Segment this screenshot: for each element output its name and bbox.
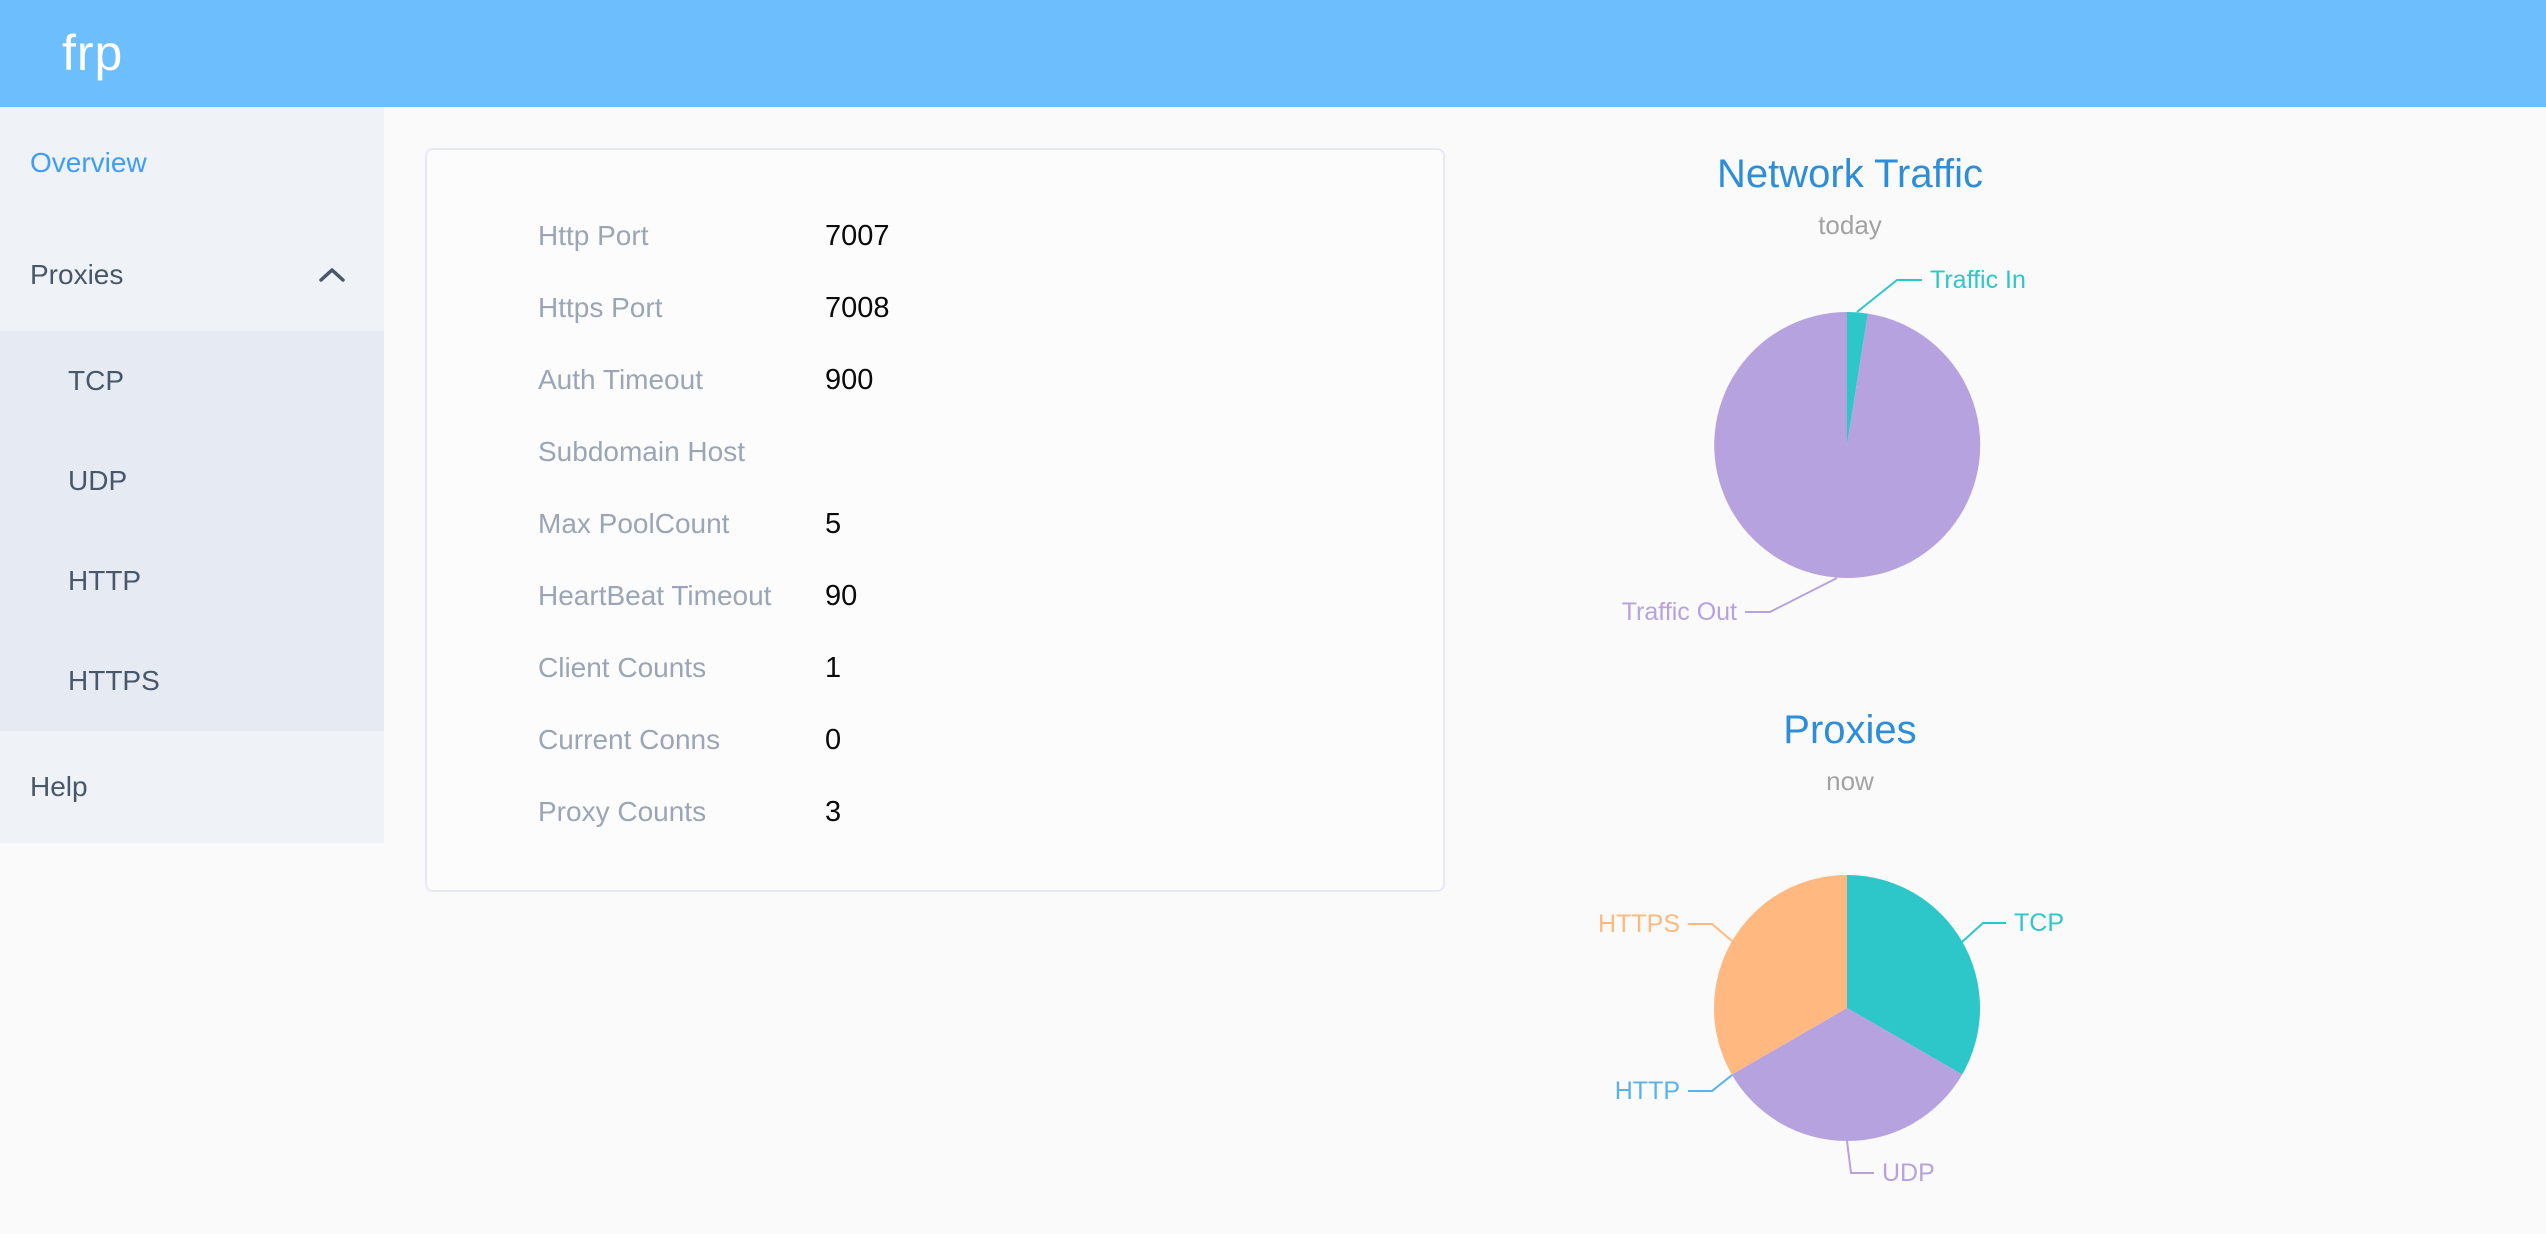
pie-slice-https[interactable] bbox=[1713, 875, 1847, 1075]
server-info-label: Max PoolCount bbox=[538, 508, 730, 539]
sidebar-item-help[interactable]: Help bbox=[0, 731, 384, 843]
pie-label-line-traffic-in bbox=[1856, 279, 1922, 313]
server-info-row-http-port: Http Port 7007 bbox=[427, 200, 1443, 272]
sidebar-item-https[interactable]: HTTPS bbox=[0, 631, 384, 731]
sidebar-submenu-proxies: TCP UDP HTTP HTTPS bbox=[0, 331, 384, 731]
server-info-label: Https Port bbox=[538, 292, 663, 323]
pie-label-line-udp bbox=[1846, 1140, 1874, 1174]
server-info-row-https-port: Https Port 7008 bbox=[427, 272, 1443, 344]
pie-label-line-http bbox=[1688, 1074, 1733, 1092]
sidebar-item-label: Overview bbox=[30, 147, 147, 178]
server-info-row-subdomain-host: Subdomain Host bbox=[427, 416, 1443, 488]
app-logo: frp bbox=[62, 25, 124, 81]
pie-label-line-https bbox=[1688, 923, 1733, 942]
network-traffic-chart-title: Network Traffic bbox=[1717, 152, 1983, 196]
server-info-label: Proxy Counts bbox=[538, 796, 707, 827]
pie-slice-traffic-in[interactable] bbox=[1847, 311, 1868, 445]
sidebar-item-label: Proxies bbox=[30, 259, 124, 290]
pie-label-line-traffic-out bbox=[1745, 577, 1838, 613]
pie-label-tcp: TCP bbox=[2014, 909, 2064, 937]
pie-label-line-tcp bbox=[1961, 922, 2006, 943]
server-info-value: 0 bbox=[825, 723, 842, 756]
app-header: frp bbox=[0, 0, 2546, 107]
server-info-value: 90 bbox=[825, 579, 858, 612]
server-info-value: 7008 bbox=[825, 291, 890, 324]
server-info-label: Http Port bbox=[538, 220, 649, 251]
sidebar-nav: Overview Proxies TCP UDP HTTP HTTPS Help bbox=[0, 107, 384, 843]
pie-slice-udp[interactable] bbox=[1731, 1008, 1963, 1142]
server-info-label: Client Counts bbox=[538, 652, 707, 683]
pie-label-http: HTTP bbox=[1615, 1077, 1680, 1105]
pie-slice-traffic-out[interactable] bbox=[1714, 312, 1981, 578]
server-info-value: 900 bbox=[825, 363, 874, 396]
server-info-row-proxy-counts: Proxy Counts 3 bbox=[427, 776, 1443, 848]
sidebar-item-tcp[interactable]: TCP bbox=[0, 331, 384, 431]
sidebar-subitem-label: HTTPS bbox=[68, 665, 160, 696]
proxies-pie-chart: TCP UDP HTTP HTTPS bbox=[1598, 875, 2064, 1187]
pie-slice-tcp[interactable] bbox=[1847, 875, 1981, 1075]
server-info-row-max-poolcount: Max PoolCount 5 bbox=[427, 488, 1443, 560]
server-info-label: Subdomain Host bbox=[538, 436, 746, 467]
server-info-row-client-counts: Client Counts 1 bbox=[427, 632, 1443, 704]
server-info-value: 7007 bbox=[825, 219, 890, 252]
pie-label-traffic-out: Traffic Out bbox=[1622, 598, 1737, 626]
pie-label-udp: UDP bbox=[1882, 1159, 1935, 1187]
server-info-label: Auth Timeout bbox=[538, 364, 703, 395]
server-info-row-current-conns: Current Conns 0 bbox=[427, 704, 1443, 776]
sidebar-subitem-label: HTTP bbox=[68, 565, 142, 596]
sidebar-item-http[interactable]: HTTP bbox=[0, 531, 384, 631]
sidebar-subitem-label: TCP bbox=[68, 365, 124, 396]
server-info-value: 3 bbox=[825, 795, 842, 828]
server-info-value: 1 bbox=[825, 651, 842, 684]
server-info-label: Current Conns bbox=[538, 724, 721, 755]
sidebar-item-label: Help bbox=[30, 771, 88, 802]
proxies-chart-title: Proxies bbox=[1783, 708, 1917, 752]
server-info-card: Http Port 7007 Https Port 7008 Auth Timeout 9… bbox=[425, 148, 1445, 892]
sidebar-item-proxies[interactable]: Proxies bbox=[0, 219, 384, 331]
network-traffic-pie-chart: Traffic In Traffic Out bbox=[1622, 266, 2026, 626]
server-info-row-heartbeat-timeout: HeartBeat Timeout 90 bbox=[427, 560, 1443, 632]
pie-label-traffic-in: Traffic In bbox=[1930, 266, 2026, 294]
sidebar-subitem-label: UDP bbox=[68, 465, 128, 496]
server-info-label: HeartBeat Timeout bbox=[538, 580, 772, 611]
sidebar-item-udp[interactable]: UDP bbox=[0, 431, 384, 531]
server-info-value: 5 bbox=[825, 507, 842, 540]
chevron-up-icon bbox=[319, 268, 345, 282]
network-traffic-chart-subtitle: today bbox=[1818, 210, 1882, 240]
pie-label-https: HTTPS bbox=[1598, 910, 1680, 938]
sidebar-item-overview[interactable]: Overview bbox=[0, 107, 384, 219]
proxies-chart-subtitle: now bbox=[1826, 766, 1874, 796]
server-info-row-auth-timeout: Auth Timeout 900 bbox=[427, 344, 1443, 416]
